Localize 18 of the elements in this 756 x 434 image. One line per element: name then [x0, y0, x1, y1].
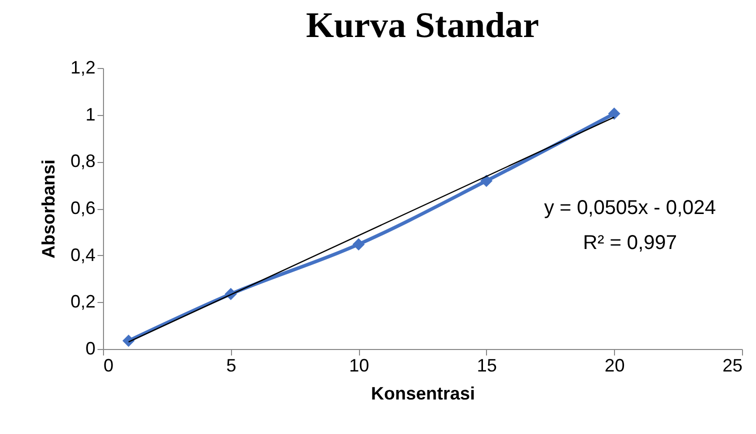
x-tick-label: 5	[226, 356, 236, 376]
y-tick-label: 0,4	[70, 244, 96, 265]
annotation: R² = 0,997	[583, 232, 677, 254]
y-axis-title: Absorbansi	[38, 159, 58, 259]
y-tick-label: 0,8	[70, 151, 96, 172]
x-tick-label: 20	[604, 356, 625, 376]
y-tick-label: 0,6	[70, 198, 96, 218]
y-tick-label: 1	[85, 104, 96, 124]
x-tick-label: 15	[476, 356, 497, 376]
x-axis-title: Konsentrasi	[370, 384, 476, 404]
y-tick-label: 1,2	[70, 58, 96, 78]
x-tick-label: 10	[349, 356, 370, 376]
y-tick-label: 0	[85, 338, 96, 358]
chart-title: Kurva Standar	[306, 5, 540, 45]
x-tick-label: 0	[104, 356, 114, 376]
y-tick-label: 0,2	[70, 292, 96, 312]
x-tick-label: 25	[722, 356, 742, 376]
annotation: y = 0,0505x - 0,024	[544, 197, 716, 219]
